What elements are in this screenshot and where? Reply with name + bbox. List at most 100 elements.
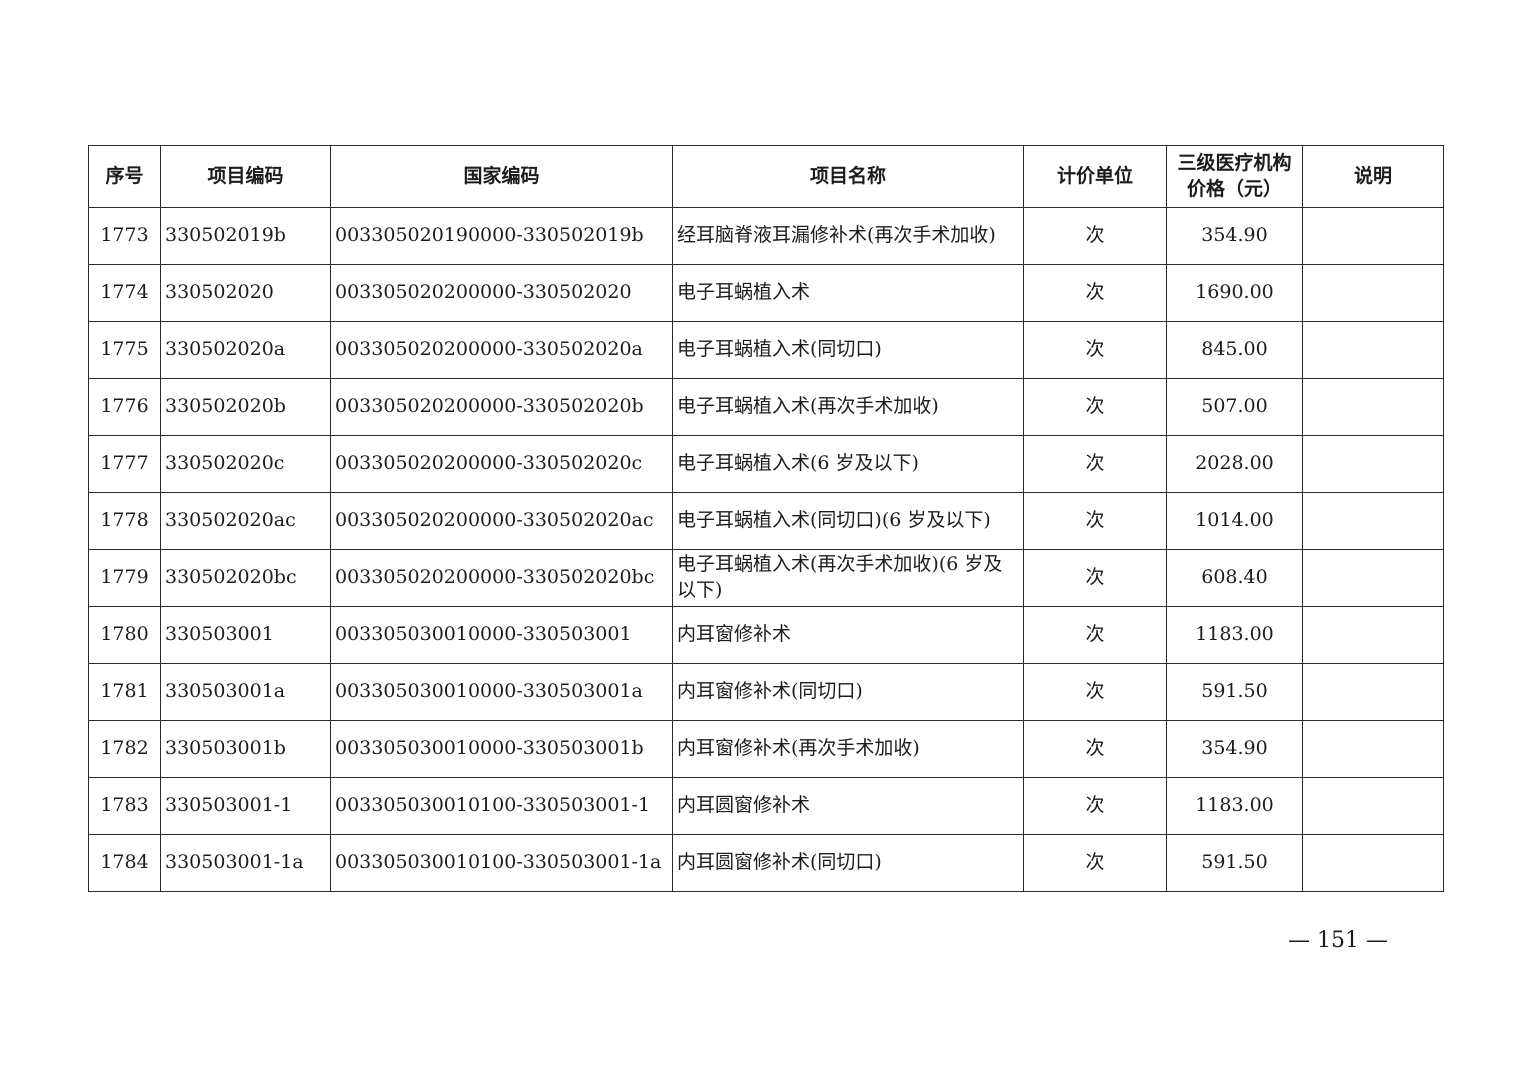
cell-unit: 次 bbox=[1023, 492, 1167, 550]
cell-price: 845.00 bbox=[1166, 321, 1303, 379]
cell-seq: 1778 bbox=[88, 492, 161, 550]
table-row: 1778 330502020ac 003305020200000-330502020… bbox=[88, 492, 1444, 550]
cell-note bbox=[1302, 663, 1444, 721]
cell-unit: 次 bbox=[1023, 378, 1167, 436]
cell-price: 354.90 bbox=[1166, 207, 1303, 265]
cell-note bbox=[1302, 549, 1444, 607]
cell-code: 330502020b bbox=[160, 378, 331, 436]
cell-seq: 1779 bbox=[88, 549, 161, 607]
cell-unit: 次 bbox=[1023, 264, 1167, 322]
cell-unit: 次 bbox=[1023, 834, 1167, 892]
cell-unit: 次 bbox=[1023, 207, 1167, 265]
table-row: 1783 330503001-1 003305030010100-330503001… bbox=[88, 777, 1444, 835]
cell-national_code: 003305030010000-330503001b bbox=[330, 720, 673, 778]
cell-code: 330502019b bbox=[160, 207, 331, 265]
cell-code: 330502020ac bbox=[160, 492, 331, 550]
cell-code: 330502020a bbox=[160, 321, 331, 379]
cell-national_code: 003305030010000-330503001a bbox=[330, 663, 673, 721]
cell-name: 电子耳蜗植入术(同切口)(6 岁及以下) bbox=[672, 492, 1024, 550]
column-header: 计价单位 bbox=[1023, 145, 1167, 208]
cell-seq: 1782 bbox=[88, 720, 161, 778]
cell-national_code: 003305020200000-330502020a bbox=[330, 321, 673, 379]
cell-seq: 1784 bbox=[88, 834, 161, 892]
cell-note bbox=[1302, 606, 1444, 664]
cell-price: 2028.00 bbox=[1166, 435, 1303, 493]
cell-price: 591.50 bbox=[1166, 663, 1303, 721]
cell-national_code: 003305020200000-330502020b bbox=[330, 378, 673, 436]
cell-name: 内耳圆窗修补术 bbox=[672, 777, 1024, 835]
column-header: 国家编码 bbox=[330, 145, 673, 208]
table-row: 1782 330503001b 003305030010000-330503001b… bbox=[88, 720, 1444, 778]
cell-note bbox=[1302, 834, 1444, 892]
cell-price: 591.50 bbox=[1166, 834, 1303, 892]
cell-price: 507.00 bbox=[1166, 378, 1303, 436]
column-header: 项目名称 bbox=[672, 145, 1024, 208]
cell-code: 330502020c bbox=[160, 435, 331, 493]
cell-price: 354.90 bbox=[1166, 720, 1303, 778]
cell-unit: 次 bbox=[1023, 321, 1167, 379]
cell-name: 内耳圆窗修补术(同切口) bbox=[672, 834, 1024, 892]
cell-code: 330502020 bbox=[160, 264, 331, 322]
cell-code: 330503001 bbox=[160, 606, 331, 664]
table-row: 1784 330503001-1a 003305030010100-33050300… bbox=[88, 834, 1444, 892]
table-row: 1777 330502020c 003305020200000-330502020c… bbox=[88, 435, 1444, 493]
table-header-row: 序号 项目编码 国家编码 项目名称 计价单位 三级医疗机构价格（元） 说明 bbox=[88, 145, 1444, 208]
cell-price: 1690.00 bbox=[1166, 264, 1303, 322]
cell-name: 内耳窗修补术 bbox=[672, 606, 1024, 664]
cell-seq: 1776 bbox=[88, 378, 161, 436]
cell-name: 内耳窗修补术(再次手术加收) bbox=[672, 720, 1024, 778]
cell-note bbox=[1302, 264, 1444, 322]
cell-note bbox=[1302, 321, 1444, 379]
column-header: 说明 bbox=[1302, 145, 1444, 208]
cell-seq: 1777 bbox=[88, 435, 161, 493]
table-row: 1780 330503001 003305030010000-330503001 内耳… bbox=[88, 606, 1444, 664]
cell-code: 330503001-1 bbox=[160, 777, 331, 835]
cell-unit: 次 bbox=[1023, 777, 1167, 835]
cell-unit: 次 bbox=[1023, 663, 1167, 721]
cell-national_code: 003305030010100-330503001-1 bbox=[330, 777, 673, 835]
cell-national_code: 003305020200000-330502020bc bbox=[330, 549, 673, 607]
table-row: 1779 330502020bc 003305020200000-330502020… bbox=[88, 549, 1444, 607]
cell-unit: 次 bbox=[1023, 606, 1167, 664]
cell-note bbox=[1302, 492, 1444, 550]
table-row: 1775 330502020a 003305020200000-330502020a… bbox=[88, 321, 1444, 379]
cell-note bbox=[1302, 720, 1444, 778]
cell-name: 电子耳蜗植入术(再次手术加收) bbox=[672, 378, 1024, 436]
medical-price-table: 序号 项目编码 国家编码 项目名称 计价单位 三级医疗机构价格（元） 说明 1773 3305… bbox=[88, 145, 1444, 892]
table-row: 1773 330502019b 003305020190000-330502019b… bbox=[88, 207, 1444, 265]
column-header: 三级医疗机构价格（元） bbox=[1166, 145, 1303, 208]
cell-national_code: 003305030010000-330503001 bbox=[330, 606, 673, 664]
cell-seq: 1783 bbox=[88, 777, 161, 835]
cell-price: 1014.00 bbox=[1166, 492, 1303, 550]
cell-note bbox=[1302, 378, 1444, 436]
cell-seq: 1781 bbox=[88, 663, 161, 721]
column-header: 项目编码 bbox=[160, 145, 331, 208]
cell-price: 1183.00 bbox=[1166, 606, 1303, 664]
page-number: — 151 — bbox=[1288, 928, 1388, 953]
cell-national_code: 003305020200000-330502020c bbox=[330, 435, 673, 493]
cell-seq: 1774 bbox=[88, 264, 161, 322]
table-row: 1781 330503001a 003305030010000-330503001a… bbox=[88, 663, 1444, 721]
cell-note bbox=[1302, 777, 1444, 835]
table-row: 1776 330502020b 003305020200000-330502020b… bbox=[88, 378, 1444, 436]
cell-national_code: 003305030010100-330503001-1a bbox=[330, 834, 673, 892]
cell-note bbox=[1302, 435, 1444, 493]
cell-unit: 次 bbox=[1023, 549, 1167, 607]
cell-price: 1183.00 bbox=[1166, 777, 1303, 835]
cell-national_code: 003305020200000-330502020ac bbox=[330, 492, 673, 550]
cell-code: 330503001b bbox=[160, 720, 331, 778]
cell-price: 608.40 bbox=[1166, 549, 1303, 607]
cell-code: 330502020bc bbox=[160, 549, 331, 607]
cell-name: 电子耳蜗植入术(再次手术加收)(6 岁及以下) bbox=[672, 549, 1024, 607]
cell-name: 电子耳蜗植入术 bbox=[672, 264, 1024, 322]
cell-unit: 次 bbox=[1023, 720, 1167, 778]
cell-name: 电子耳蜗植入术(同切口) bbox=[672, 321, 1024, 379]
cell-name: 经耳脑脊液耳漏修补术(再次手术加收) bbox=[672, 207, 1024, 265]
table-row: 1774 330502020 003305020200000-330502020 电子… bbox=[88, 264, 1444, 322]
cell-national_code: 003305020190000-330502019b bbox=[330, 207, 673, 265]
cell-note bbox=[1302, 207, 1444, 265]
cell-national_code: 003305020200000-330502020 bbox=[330, 264, 673, 322]
cell-name: 电子耳蜗植入术(6 岁及以下) bbox=[672, 435, 1024, 493]
cell-code: 330503001a bbox=[160, 663, 331, 721]
